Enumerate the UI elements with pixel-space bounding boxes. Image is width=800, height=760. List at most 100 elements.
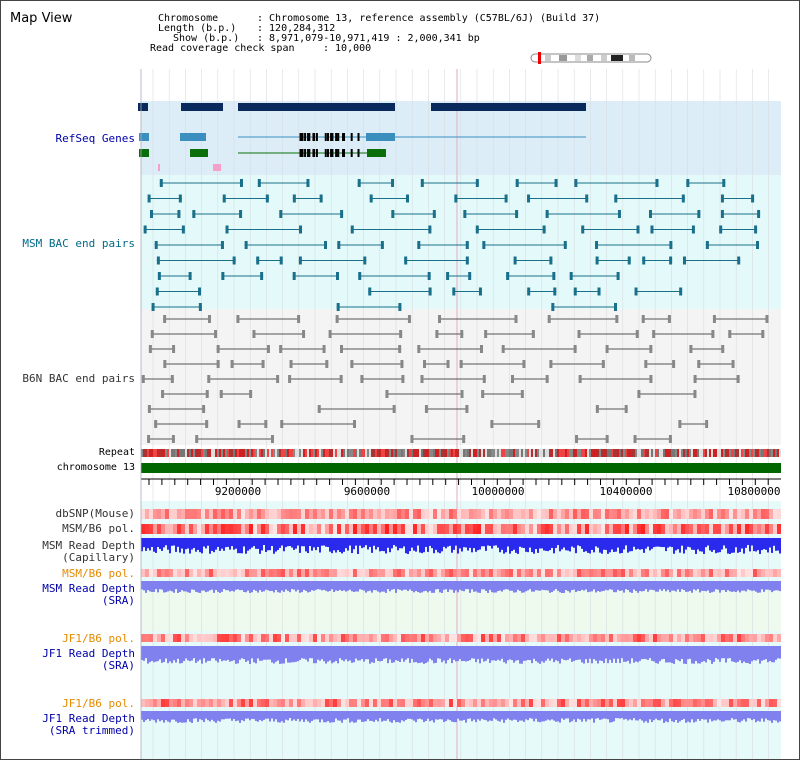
heat-cell	[145, 509, 149, 519]
depth-bar	[525, 711, 527, 720]
heat-cell	[465, 569, 469, 577]
bac-end	[669, 241, 673, 249]
depth-bar	[169, 646, 171, 662]
repeat-segment	[143, 449, 145, 457]
heat-cell	[221, 699, 225, 707]
ideogram-position-marker[interactable]	[538, 52, 541, 64]
depth-bar	[289, 646, 291, 663]
bac-end	[400, 360, 404, 368]
bac-end	[335, 315, 339, 323]
gene-feature	[213, 164, 221, 171]
depth-bar	[457, 581, 459, 593]
depth-bar	[303, 581, 305, 590]
depth-bar	[277, 646, 279, 661]
repeat-segment	[283, 449, 285, 457]
bac-end	[428, 225, 432, 234]
track-label-refseq[interactable]: RefSeq Genes	[55, 132, 135, 145]
depth-bar	[197, 538, 199, 550]
depth-bar	[189, 711, 191, 722]
depth-bar	[243, 711, 245, 722]
depth-bar	[521, 581, 523, 593]
depth-bar	[377, 646, 379, 661]
depth-bar	[567, 646, 569, 660]
depth-bar	[725, 711, 727, 721]
heat-cell	[493, 509, 497, 519]
heat-cell	[681, 524, 685, 534]
depth-bar	[291, 538, 293, 548]
bac-end	[719, 225, 723, 234]
heat-cell	[241, 509, 245, 519]
heat-cell	[353, 699, 357, 707]
heat-cell	[545, 699, 549, 707]
track-label-msm-read-depth-sra[interactable]: MSM Read Depth	[42, 582, 135, 595]
depth-bar	[319, 711, 321, 723]
depth-bar	[149, 646, 151, 663]
heat-cell	[153, 509, 157, 519]
track-label-msm-b6-pol[interactable]: MSM/B6 pol.	[62, 522, 135, 535]
repeat-segment	[687, 449, 689, 457]
track-label-msm-bac[interactable]: MSM BAC end pairs	[22, 237, 135, 250]
repeat-segment	[373, 449, 375, 457]
depth-bar	[541, 538, 543, 549]
depth-bar	[345, 646, 347, 660]
depth-bar	[633, 538, 635, 547]
depth-bar	[703, 538, 705, 554]
heat-cell	[629, 569, 633, 577]
depth-bar	[305, 538, 307, 552]
depth-bar	[177, 538, 179, 547]
heat-cell	[761, 569, 765, 577]
heat-cell	[645, 699, 649, 707]
heat-cell	[653, 634, 657, 642]
depth-bar	[391, 646, 393, 663]
heat-cell	[729, 699, 733, 707]
track-label-repeat[interactable]: Repeat	[98, 447, 135, 458]
depth-bar	[161, 581, 163, 590]
depth-bar	[721, 538, 723, 550]
depth-bar	[605, 711, 607, 719]
depth-bar	[247, 711, 249, 719]
track-label-jf1-b6-pol-1[interactable]: JF1/B6 pol.	[62, 632, 135, 645]
heat-cell	[725, 634, 729, 642]
depth-bar	[279, 581, 281, 593]
heat-cell	[745, 524, 749, 534]
heat-cell	[741, 634, 745, 642]
depth-bar	[647, 581, 649, 592]
chromosome-ideogram[interactable]	[529, 51, 654, 65]
track-label-b6n-bac[interactable]: B6N BAC end pairs	[22, 372, 135, 385]
axis-tick-label: 10000000	[471, 485, 525, 498]
heat-cell	[645, 524, 649, 534]
track-label-chromosome[interactable]: chromosome 13	[56, 462, 135, 473]
repeat-segment	[757, 449, 759, 457]
track-label-jf1-read-depth-sra-trimmed[interactable]: JF1 Read Depth	[42, 712, 135, 725]
track-label-jf1-read-depth-sra[interactable]: JF1 Read Depth	[42, 647, 135, 660]
bac-end	[147, 194, 151, 203]
bac-end	[266, 345, 270, 353]
heat-cell	[261, 524, 265, 534]
repeat-segment	[223, 449, 225, 457]
bac-end	[432, 210, 436, 218]
track-label-msm-read-depth-capillary[interactable]: MSM Read Depth	[42, 539, 135, 552]
heat-cell	[613, 509, 617, 519]
depth-bar	[349, 538, 351, 546]
track-label-msm-b6-pol-2[interactable]: MSM/B6 pol.	[62, 567, 135, 580]
depth-bar	[519, 581, 521, 591]
depth-bar	[309, 538, 311, 547]
heat-cell	[385, 524, 389, 534]
heat-cell	[249, 524, 253, 534]
depth-bar	[445, 711, 447, 722]
depth-bar	[505, 646, 507, 664]
depth-bar	[211, 711, 213, 720]
heat-cell	[305, 634, 309, 642]
depth-bar	[737, 711, 739, 722]
repeat-segment	[651, 449, 653, 457]
depth-bar	[387, 711, 389, 720]
heat-cell	[661, 524, 665, 534]
depth-bar	[395, 538, 397, 547]
track-label-jf1-b6-pol-2[interactable]: JF1/B6 pol.	[62, 697, 135, 710]
heat-cell	[269, 569, 273, 577]
depth-bar	[181, 581, 183, 591]
depth-bar	[193, 538, 195, 548]
depth-bar	[427, 711, 429, 719]
track-label-dbsnp[interactable]: dbSNP(Mouse)	[55, 507, 135, 520]
